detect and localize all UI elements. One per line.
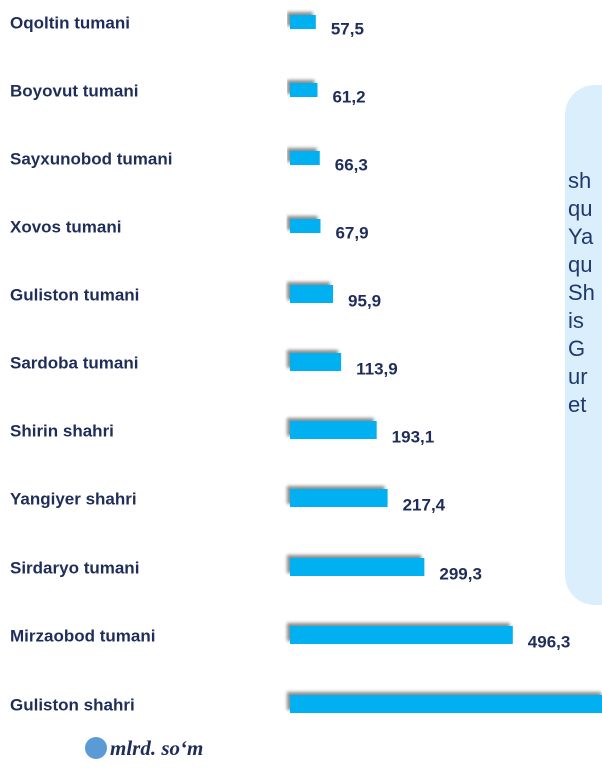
legend-label: mlrd. so‘m (110, 736, 203, 760)
bar (290, 421, 377, 439)
text-box-line: qu (568, 196, 592, 221)
value-label: 57,5 (331, 19, 364, 38)
value-label: 61,2 (332, 87, 365, 106)
bar (290, 15, 316, 29)
text-box-line: G (568, 336, 585, 361)
text-box-line: is (568, 308, 584, 333)
value-label: 67,9 (335, 223, 368, 242)
bar (290, 558, 425, 576)
legend-swatch (85, 737, 107, 759)
bar (290, 489, 388, 507)
text-box (565, 85, 602, 605)
value-label: 496,3 (528, 632, 571, 651)
category-label: Boyovut tumani (10, 81, 138, 100)
category-label: Guliston shahri (10, 695, 135, 714)
value-label: 95,9 (348, 291, 381, 310)
text-box-line: et (568, 392, 586, 417)
text-box-line: Ya (568, 224, 594, 249)
category-label: Guliston tumani (10, 285, 139, 304)
text-box-line: ur (568, 364, 588, 389)
category-label: Mirzaobod tumani (10, 626, 155, 645)
text-box-line: Sh (568, 280, 595, 305)
value-label: 193,1 (392, 427, 435, 446)
category-label: Shirin shahri (10, 421, 114, 440)
text-box-line: qu (568, 252, 592, 277)
category-label: Sardoba tumani (10, 353, 138, 372)
bar (290, 83, 318, 97)
category-label: Sayxunobod tumani (10, 149, 172, 168)
bar (290, 219, 321, 233)
text-box-line: sh (568, 168, 591, 193)
value-label: 113,9 (356, 359, 398, 378)
category-label: Oqoltin tumani (10, 13, 130, 32)
bar (290, 695, 602, 713)
bar (290, 626, 513, 644)
value-label: 299,3 (439, 564, 482, 583)
category-label: Xovos tumani (10, 217, 121, 236)
bar (290, 151, 320, 165)
category-label: Yangiyer shahri (10, 489, 137, 508)
bar (290, 285, 334, 303)
bar (290, 353, 342, 371)
category-label: Sirdaryo tumani (10, 558, 139, 577)
value-label: 217,4 (403, 495, 446, 514)
value-label: 66,3 (335, 155, 368, 174)
